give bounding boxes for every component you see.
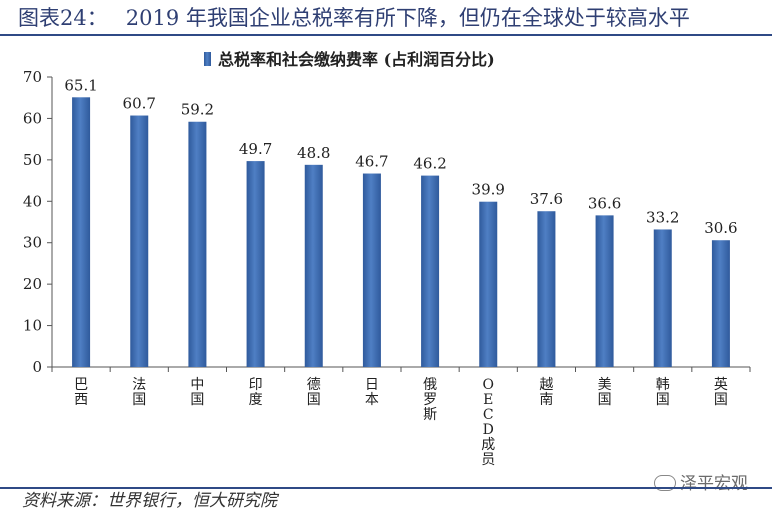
watermark-text: 泽平宏观 bbox=[680, 474, 748, 494]
y-tick-label: 40 bbox=[23, 192, 42, 210]
y-tick-label: 50 bbox=[23, 151, 42, 169]
data-label: 60.7 bbox=[123, 95, 156, 113]
bar bbox=[246, 161, 265, 367]
figure-title-text: 2019 年我国企业总税率有所下降，但仍在全球处于较高水平 bbox=[125, 6, 690, 30]
bar bbox=[304, 164, 323, 367]
bar bbox=[130, 115, 149, 368]
data-label: 46.2 bbox=[413, 155, 446, 173]
figure-number: 图表24： bbox=[18, 6, 108, 30]
bar bbox=[653, 229, 672, 367]
data-label: 39.9 bbox=[472, 181, 505, 199]
data-label: 36.6 bbox=[588, 194, 621, 212]
x-tick-label: 法国 bbox=[132, 377, 146, 408]
legend-swatch bbox=[204, 52, 211, 66]
y-tick-label: 10 bbox=[23, 317, 42, 335]
data-label: 37.6 bbox=[530, 190, 563, 208]
bar bbox=[72, 97, 91, 368]
bar bbox=[711, 240, 730, 367]
x-tick-label: O E C D 成员 bbox=[481, 377, 495, 468]
data-label: 49.7 bbox=[239, 140, 272, 158]
y-tick-label: 70 bbox=[23, 68, 42, 86]
x-tick-label: 中国 bbox=[190, 377, 204, 408]
bar-chart: 总税率和社会缴纳费率 (占利润百分比) 0 10 20 30 40 50 60 70 65.1 巴西… bbox=[23, 50, 751, 468]
x-tick-label: 德国 bbox=[307, 377, 321, 408]
bar bbox=[188, 121, 207, 367]
x-tick-label: 俄罗斯 bbox=[423, 377, 437, 423]
data-label: 65.1 bbox=[64, 76, 97, 94]
x-tick-label: 美国 bbox=[598, 377, 612, 408]
wechat-icon bbox=[654, 475, 676, 491]
data-label: 46.7 bbox=[355, 153, 388, 171]
x-tick-label: 日本 bbox=[365, 377, 379, 408]
y-tick-label: 30 bbox=[23, 234, 42, 252]
x-tick-label: 英国 bbox=[714, 376, 728, 408]
y-tick-label: 60 bbox=[23, 109, 42, 127]
data-label: 30.6 bbox=[704, 219, 737, 237]
bar bbox=[537, 211, 556, 367]
watermark: 泽平宏观 bbox=[654, 469, 748, 494]
data-label: 59.2 bbox=[181, 101, 214, 119]
bar bbox=[595, 215, 614, 367]
bar bbox=[479, 201, 498, 367]
data-label: 33.2 bbox=[646, 208, 679, 226]
x-tick-label: 巴西 bbox=[74, 377, 88, 408]
bar bbox=[362, 173, 381, 367]
x-tick-label: 印度 bbox=[249, 377, 263, 408]
legend-label: 总税率和社会缴纳费率 (占利润百分比) bbox=[218, 50, 495, 69]
y-tick-label: 20 bbox=[23, 275, 42, 293]
source-bar: 资料来源：世界银行，恒大研究院 bbox=[0, 487, 772, 513]
source-note: 资料来源：世界银行，恒大研究院 bbox=[22, 491, 277, 511]
x-tick-label: 韩国 bbox=[656, 377, 670, 408]
data-label: 48.8 bbox=[297, 144, 330, 162]
x-tick-label: 越南 bbox=[539, 377, 553, 408]
bar bbox=[421, 175, 440, 367]
y-tick-label: 0 bbox=[32, 358, 42, 376]
figure-title: 图表24： 2019 年我国企业总税率有所下降，但仍在全球处于较高水平 bbox=[0, 0, 772, 36]
